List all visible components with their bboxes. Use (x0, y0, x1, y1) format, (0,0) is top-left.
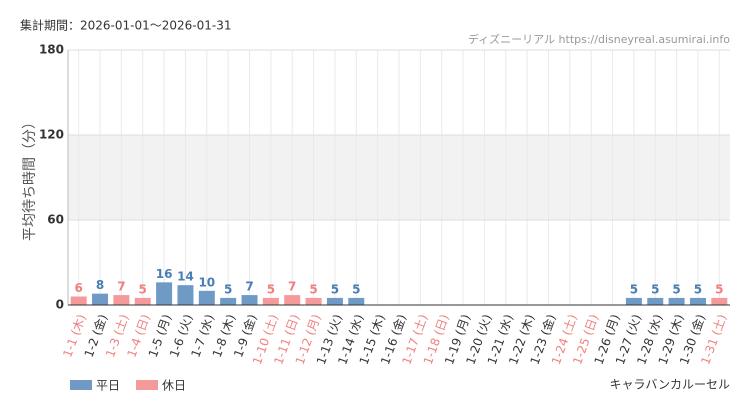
y-axis-label: 平均待ち時間（分） (22, 115, 38, 241)
data-label: 5 (331, 282, 339, 296)
data-label: 7 (288, 280, 296, 294)
bar (156, 282, 173, 305)
data-label: 5 (224, 282, 232, 296)
data-label: 14 (177, 270, 194, 284)
legend-label: 休日 (162, 379, 186, 393)
y-tick-label: 60 (47, 213, 64, 227)
bar (198, 290, 215, 305)
bar (134, 297, 151, 305)
data-label: 5 (651, 282, 659, 296)
bar (70, 296, 87, 305)
y-tick-label: 0 (56, 298, 64, 312)
data-label: 5 (672, 282, 680, 296)
bar (625, 297, 642, 305)
bar (326, 297, 343, 305)
bar (262, 297, 279, 305)
legend-label: 平日 (96, 379, 120, 393)
data-label: 5 (630, 282, 638, 296)
data-label: 5 (267, 282, 275, 296)
bar (711, 297, 728, 305)
y-tick-label: 180 (39, 43, 64, 57)
data-label: 16 (156, 267, 173, 281)
y-tick-label: 120 (39, 128, 64, 142)
data-label: 7 (117, 280, 125, 294)
bar (305, 297, 322, 305)
data-label: 5 (309, 282, 317, 296)
bar (284, 295, 301, 305)
source: ディズニーリアル https://disneyreal.asumirai.inf… (468, 32, 730, 46)
bar (348, 297, 365, 305)
data-label: 5 (694, 282, 702, 296)
data-label: 10 (198, 275, 215, 289)
bar (668, 297, 685, 305)
bar (177, 285, 194, 305)
data-label: 6 (74, 281, 82, 295)
chart-title: 集計期間：2026-01-01～2026-01-31 (20, 18, 231, 33)
legend-swatch (70, 380, 92, 390)
legend-swatch (136, 380, 158, 390)
bar (113, 295, 130, 305)
attraction-name: キャラバンカルーセル (610, 378, 730, 392)
bar (92, 293, 109, 305)
data-label: 5 (715, 282, 723, 296)
data-label: 7 (245, 280, 253, 294)
data-label: 8 (96, 278, 104, 292)
bar (689, 297, 706, 305)
data-label: 5 (139, 282, 147, 296)
data-label: 5 (352, 282, 360, 296)
bar (241, 295, 258, 305)
bar (647, 297, 664, 305)
bar (220, 297, 237, 305)
